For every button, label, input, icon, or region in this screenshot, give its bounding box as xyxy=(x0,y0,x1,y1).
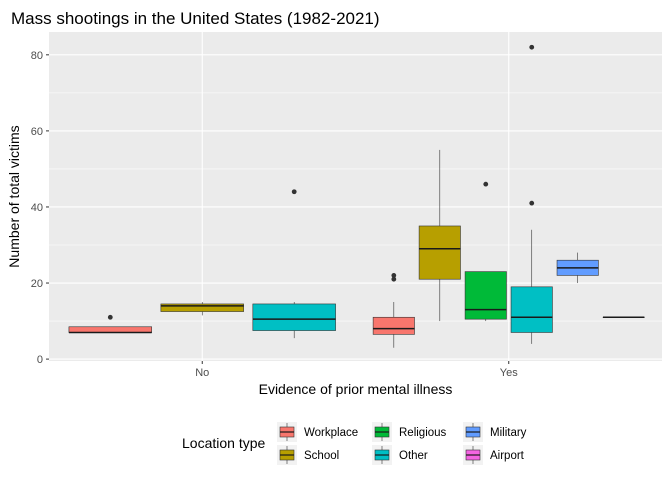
legend-label-religious: Religious xyxy=(399,427,447,439)
box xyxy=(372,316,415,335)
boxplot-other-no xyxy=(252,189,336,339)
outlier-point xyxy=(529,200,535,206)
legend-key-airport xyxy=(463,445,483,465)
boxplot-workplace-no xyxy=(68,314,152,334)
legend-key-school xyxy=(277,445,297,465)
legend-label-other: Other xyxy=(399,450,428,462)
box xyxy=(68,326,152,333)
y-tick-label: 60 xyxy=(31,126,43,138)
legend: Location type Workplace School Religious Ot… xyxy=(182,422,527,465)
box xyxy=(464,271,507,320)
y-axis-title: Number of total victims xyxy=(6,125,22,267)
plot-panel xyxy=(49,32,662,361)
x-tick-label: No xyxy=(195,367,209,379)
boxplot-other-yes xyxy=(510,44,553,344)
y-tick-label: 80 xyxy=(31,50,43,62)
legend-key-military xyxy=(463,422,483,442)
y-tick-label: 20 xyxy=(31,278,43,290)
x-tick-label: Yes xyxy=(500,367,518,379)
legend-label-school: School xyxy=(304,450,339,462)
boxplot-military-yes xyxy=(556,252,599,284)
legend-key-religious xyxy=(372,422,392,442)
box xyxy=(252,303,336,331)
outlier-point xyxy=(391,273,397,278)
boxplot-school-yes xyxy=(418,149,461,322)
legend-label-airport: Airport xyxy=(490,450,525,462)
outlier-point xyxy=(107,314,113,320)
box xyxy=(510,286,553,333)
box xyxy=(160,303,244,312)
boxplot-school-no xyxy=(160,302,244,316)
legend-label-workplace: Workplace xyxy=(304,427,358,439)
legend-key-other xyxy=(372,445,392,465)
box-series xyxy=(68,44,645,348)
outlier-point xyxy=(391,276,397,282)
x-axis-title: Evidence of prior mental illness xyxy=(259,381,453,397)
box xyxy=(418,225,461,280)
y-tick-label: 40 xyxy=(31,202,43,214)
outlier-point xyxy=(529,44,535,50)
axes: 0 20 40 60 80 No Yes xyxy=(31,50,518,379)
boxplot-religious-yes xyxy=(464,181,507,322)
legend-title: Location type xyxy=(182,435,265,451)
chart-title: Mass shootings in the United States (198… xyxy=(11,9,380,28)
legend-label-military: Military xyxy=(490,427,527,439)
boxplot-workplace-yes xyxy=(372,273,415,348)
outlier-point xyxy=(291,189,297,195)
legend-key-workplace xyxy=(277,422,297,442)
outlier-point xyxy=(483,181,489,187)
y-tick-label: 0 xyxy=(37,354,43,366)
